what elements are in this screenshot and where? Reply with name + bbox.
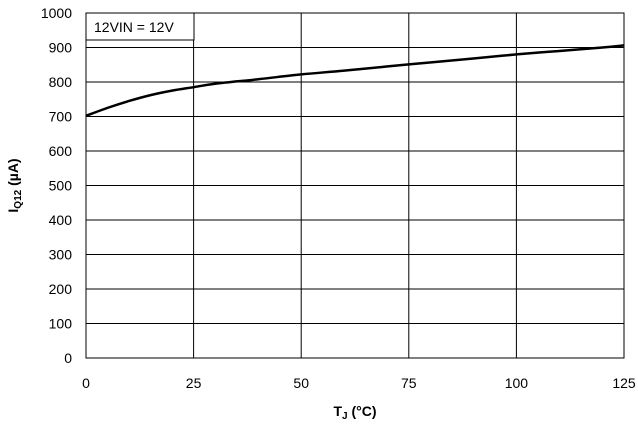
grid-lines	[85, 12, 625, 359]
y-tick-label: 1000	[41, 5, 72, 21]
y-tick-label: 0	[64, 350, 72, 366]
y-tick-label: 700	[49, 109, 73, 125]
y-tick-label: 800	[49, 74, 73, 90]
x-tick-label: 0	[82, 375, 90, 391]
annotation-label: 12VIN = 12V	[94, 19, 174, 35]
y-axis-title-unit: (µA)	[5, 158, 21, 189]
x-axis-title-unit: (°C)	[348, 403, 377, 419]
x-tick-label: 25	[186, 375, 202, 391]
series-line	[85, 44, 625, 117]
y-tick-label: 300	[49, 247, 73, 263]
y-axis-title-main: I	[5, 209, 21, 213]
series-layer	[85, 44, 625, 117]
y-tick-label: 200	[49, 281, 73, 297]
plot-area-frame	[85, 12, 625, 359]
y-tick-label: 600	[49, 143, 73, 159]
x-axis-title: TJ (°C)	[333, 403, 376, 422]
x-tick-label: 100	[505, 375, 529, 391]
x-axis-title-main: T	[333, 403, 342, 419]
y-tick-label: 400	[49, 212, 73, 228]
x-tick-label: 50	[293, 375, 309, 391]
tick-labels: 0 25 50 75 100 125 0 100 200 300 400 500 600 700 800 90…	[41, 5, 636, 391]
x-axis-title-subscript: J	[342, 411, 348, 422]
annotation-box	[85, 12, 195, 41]
x-tick-label: 125	[612, 375, 636, 391]
y-axis-title: IQ12 (µA)	[5, 158, 24, 212]
y-tick-label: 100	[49, 316, 73, 332]
y-tick-label: 500	[49, 178, 73, 194]
y-tick-label: 900	[49, 40, 73, 56]
y-axis-title-subscript: Q12	[13, 189, 24, 208]
x-tick-label: 75	[401, 375, 417, 391]
